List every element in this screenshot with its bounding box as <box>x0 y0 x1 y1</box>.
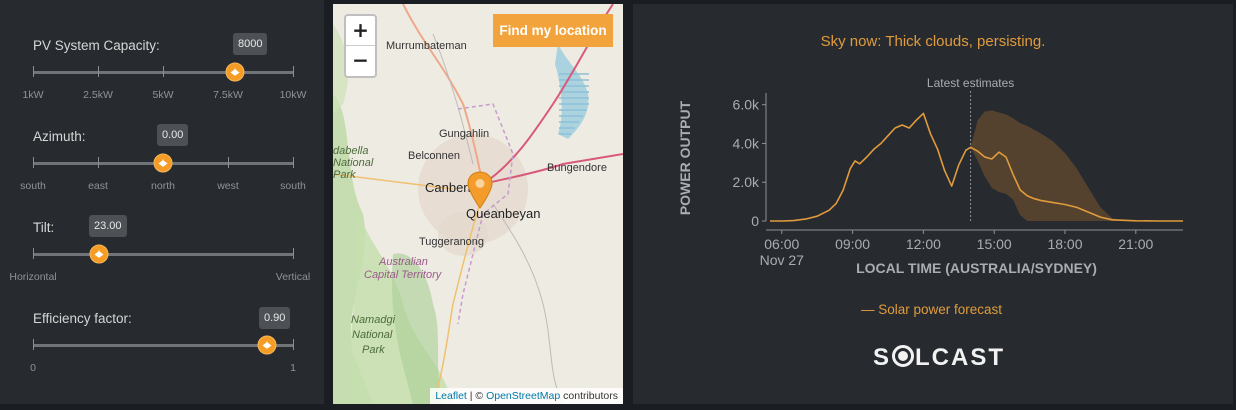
y-tick-label: 0 <box>751 213 759 229</box>
capacity-tick-label: 7.5kW <box>213 89 243 101</box>
capacity-value-badge: 8000 <box>233 33 268 55</box>
map-label-namadgi-3: Park <box>362 344 385 356</box>
uncertainty-band <box>970 110 1124 221</box>
map-label-act-1: Australian <box>379 256 428 268</box>
logo-sun-icon <box>892 345 915 367</box>
latest-estimates-label: Latest estimates <box>927 76 1014 90</box>
capacity-tick-label: 2.5kW <box>83 89 113 101</box>
zoom-out-button[interactable]: − <box>352 48 369 72</box>
capacity-label: PV System Capacity: <box>33 38 160 53</box>
tilt-slider-handle[interactable] <box>89 244 109 264</box>
efficiency-slider-track[interactable] <box>33 344 293 347</box>
controls-panel: PV System Capacity: 8000 1kW 2.5kW 5kW 7… <box>0 0 324 404</box>
slider-tick <box>33 66 34 77</box>
sky-status: Sky now: Thick clouds, persisting. <box>820 33 1046 50</box>
x-date-label: Nov 27 <box>760 252 805 268</box>
slider-tick <box>163 66 164 77</box>
map-label-canberra: Canberra <box>425 180 480 195</box>
capacity-tick-label: 1kW <box>22 89 44 101</box>
slider-tick <box>98 66 99 77</box>
azimuth-tick-label: south <box>280 180 306 192</box>
efficiency-value-badge: 0.90 <box>259 307 291 329</box>
tilt-value-badge: 23.00 <box>89 215 127 237</box>
forecast-panel: Sky now: Thick clouds, persisting. 0 2.0k… <box>633 4 1233 404</box>
tilt-label: Tilt: <box>33 220 55 235</box>
x-tick-label: 09:00 <box>835 236 870 252</box>
map-label-gungahlin: Gungahlin <box>439 128 490 140</box>
y-tick-label: 6.0k <box>733 97 760 113</box>
efficiency-slider-handle[interactable] <box>257 335 277 355</box>
map-label-namadgi-1: Namadgi <box>351 314 396 326</box>
zoom-in-button[interactable]: + <box>346 16 375 46</box>
map-label-queanbeyan: Queanbeyan <box>466 206 541 221</box>
efficiency-tick-label: 0 <box>30 362 36 374</box>
x-tick-label: 18:00 <box>1047 236 1082 252</box>
map-attribution: Leaflet | © OpenStreetMap contributors <box>430 388 623 404</box>
find-my-location-button[interactable]: Find my location <box>493 14 613 47</box>
zoom-control: + − <box>344 14 377 78</box>
slider-tick <box>98 157 99 168</box>
map-tiles <box>333 4 623 404</box>
azimuth-label: Azimuth: <box>33 129 86 144</box>
capacity-tick-label: 5kW <box>152 89 174 101</box>
map-label-belconnen: Belconnen <box>408 150 460 162</box>
azimuth-tick-label: east <box>88 180 108 192</box>
series-line-solar-forecast <box>770 112 1183 222</box>
location-marker-icon[interactable] <box>467 171 493 209</box>
location-map[interactable]: + − Find my location Murrumbateman Gunga… <box>333 4 623 404</box>
efficiency-tick-label: 1 <box>290 362 296 374</box>
slider-tick <box>293 157 294 168</box>
map-label-tuggeranong: Tuggeranong <box>419 236 485 248</box>
x-tick-label: 12:00 <box>906 236 941 252</box>
legend-item-solar-forecast[interactable]: — Solar power forecast <box>861 302 1003 317</box>
map-label-brindabella-3: Park <box>333 169 356 181</box>
osm-link[interactable]: OpenStreetMap <box>486 390 561 402</box>
slider-tick <box>293 339 294 350</box>
slider-tick <box>33 248 34 259</box>
map-label-brindabella-1: dabella <box>333 145 369 157</box>
tilt-slider-track[interactable] <box>33 253 293 256</box>
y-tick-label: 2.0k <box>733 174 760 190</box>
solcast-logo: S LCAST <box>873 344 1006 371</box>
slider-tick <box>293 66 294 77</box>
y-axis-title: POWER OUTPUT <box>677 100 693 215</box>
map-label-bungendore: Bungendore <box>547 162 607 174</box>
capacity-slider-handle[interactable] <box>225 62 245 82</box>
slider-tick <box>293 248 294 259</box>
azimuth-tick-label: south <box>20 180 46 192</box>
map-label-murrumbateman: Murrumbateman <box>386 40 467 52</box>
slider-tick <box>33 157 34 168</box>
leaflet-link[interactable]: Leaflet <box>435 390 467 402</box>
azimuth-tick-label: north <box>151 180 175 192</box>
azimuth-slider-handle[interactable] <box>153 153 173 173</box>
forecast-chart: 0 2.0k 4.0k 6.0k 06:00 09:00 12:00 15:00 18:00 21… <box>677 76 1183 276</box>
tilt-tick-label: Horizontal <box>9 271 57 283</box>
map-label-act-2: Capital Territory <box>364 269 442 281</box>
slider-tick <box>228 157 229 168</box>
attribution-suffix: contributors <box>560 390 618 402</box>
x-tick-label: 21:00 <box>1118 236 1153 252</box>
slider-tick <box>33 339 34 350</box>
tilt-tick-label: Vertical <box>275 271 311 283</box>
efficiency-label: Efficiency factor: <box>33 311 132 326</box>
capacity-tick-label: 10kW <box>279 89 307 101</box>
x-axis-title: LOCAL TIME (AUSTRALIA/SYDNEY) <box>856 260 1097 276</box>
azimuth-value-badge: 0.00 <box>157 124 189 146</box>
y-tick-label: 4.0k <box>733 135 760 151</box>
map-label-brindabella-2: National <box>333 157 374 169</box>
attribution-separator: | © <box>466 390 487 402</box>
x-tick-label: 06:00 <box>764 236 799 252</box>
map-label-namadgi-2: National <box>352 329 393 341</box>
azimuth-tick-label: west <box>217 180 239 192</box>
x-tick-label: 15:00 <box>977 236 1012 252</box>
